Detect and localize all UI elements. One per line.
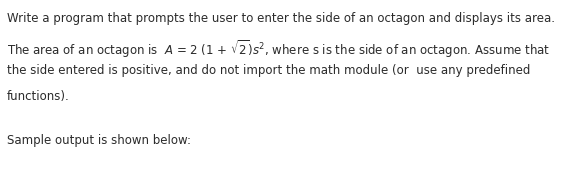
Text: the side entered is positive, and do not import the math module (or  use any pre: the side entered is positive, and do not… <box>7 64 530 77</box>
Text: Sample output is shown below:: Sample output is shown below: <box>7 134 191 147</box>
Text: Write a program that prompts the user to enter the side of an octagon and displa: Write a program that prompts the user to… <box>7 12 555 25</box>
Text: The area of an octagon is  $A$ = 2 (1 + $\sqrt{2}$)$s^2$, where s is the side of: The area of an octagon is $A$ = 2 (1 + $… <box>7 38 550 60</box>
Text: functions).: functions). <box>7 90 69 103</box>
